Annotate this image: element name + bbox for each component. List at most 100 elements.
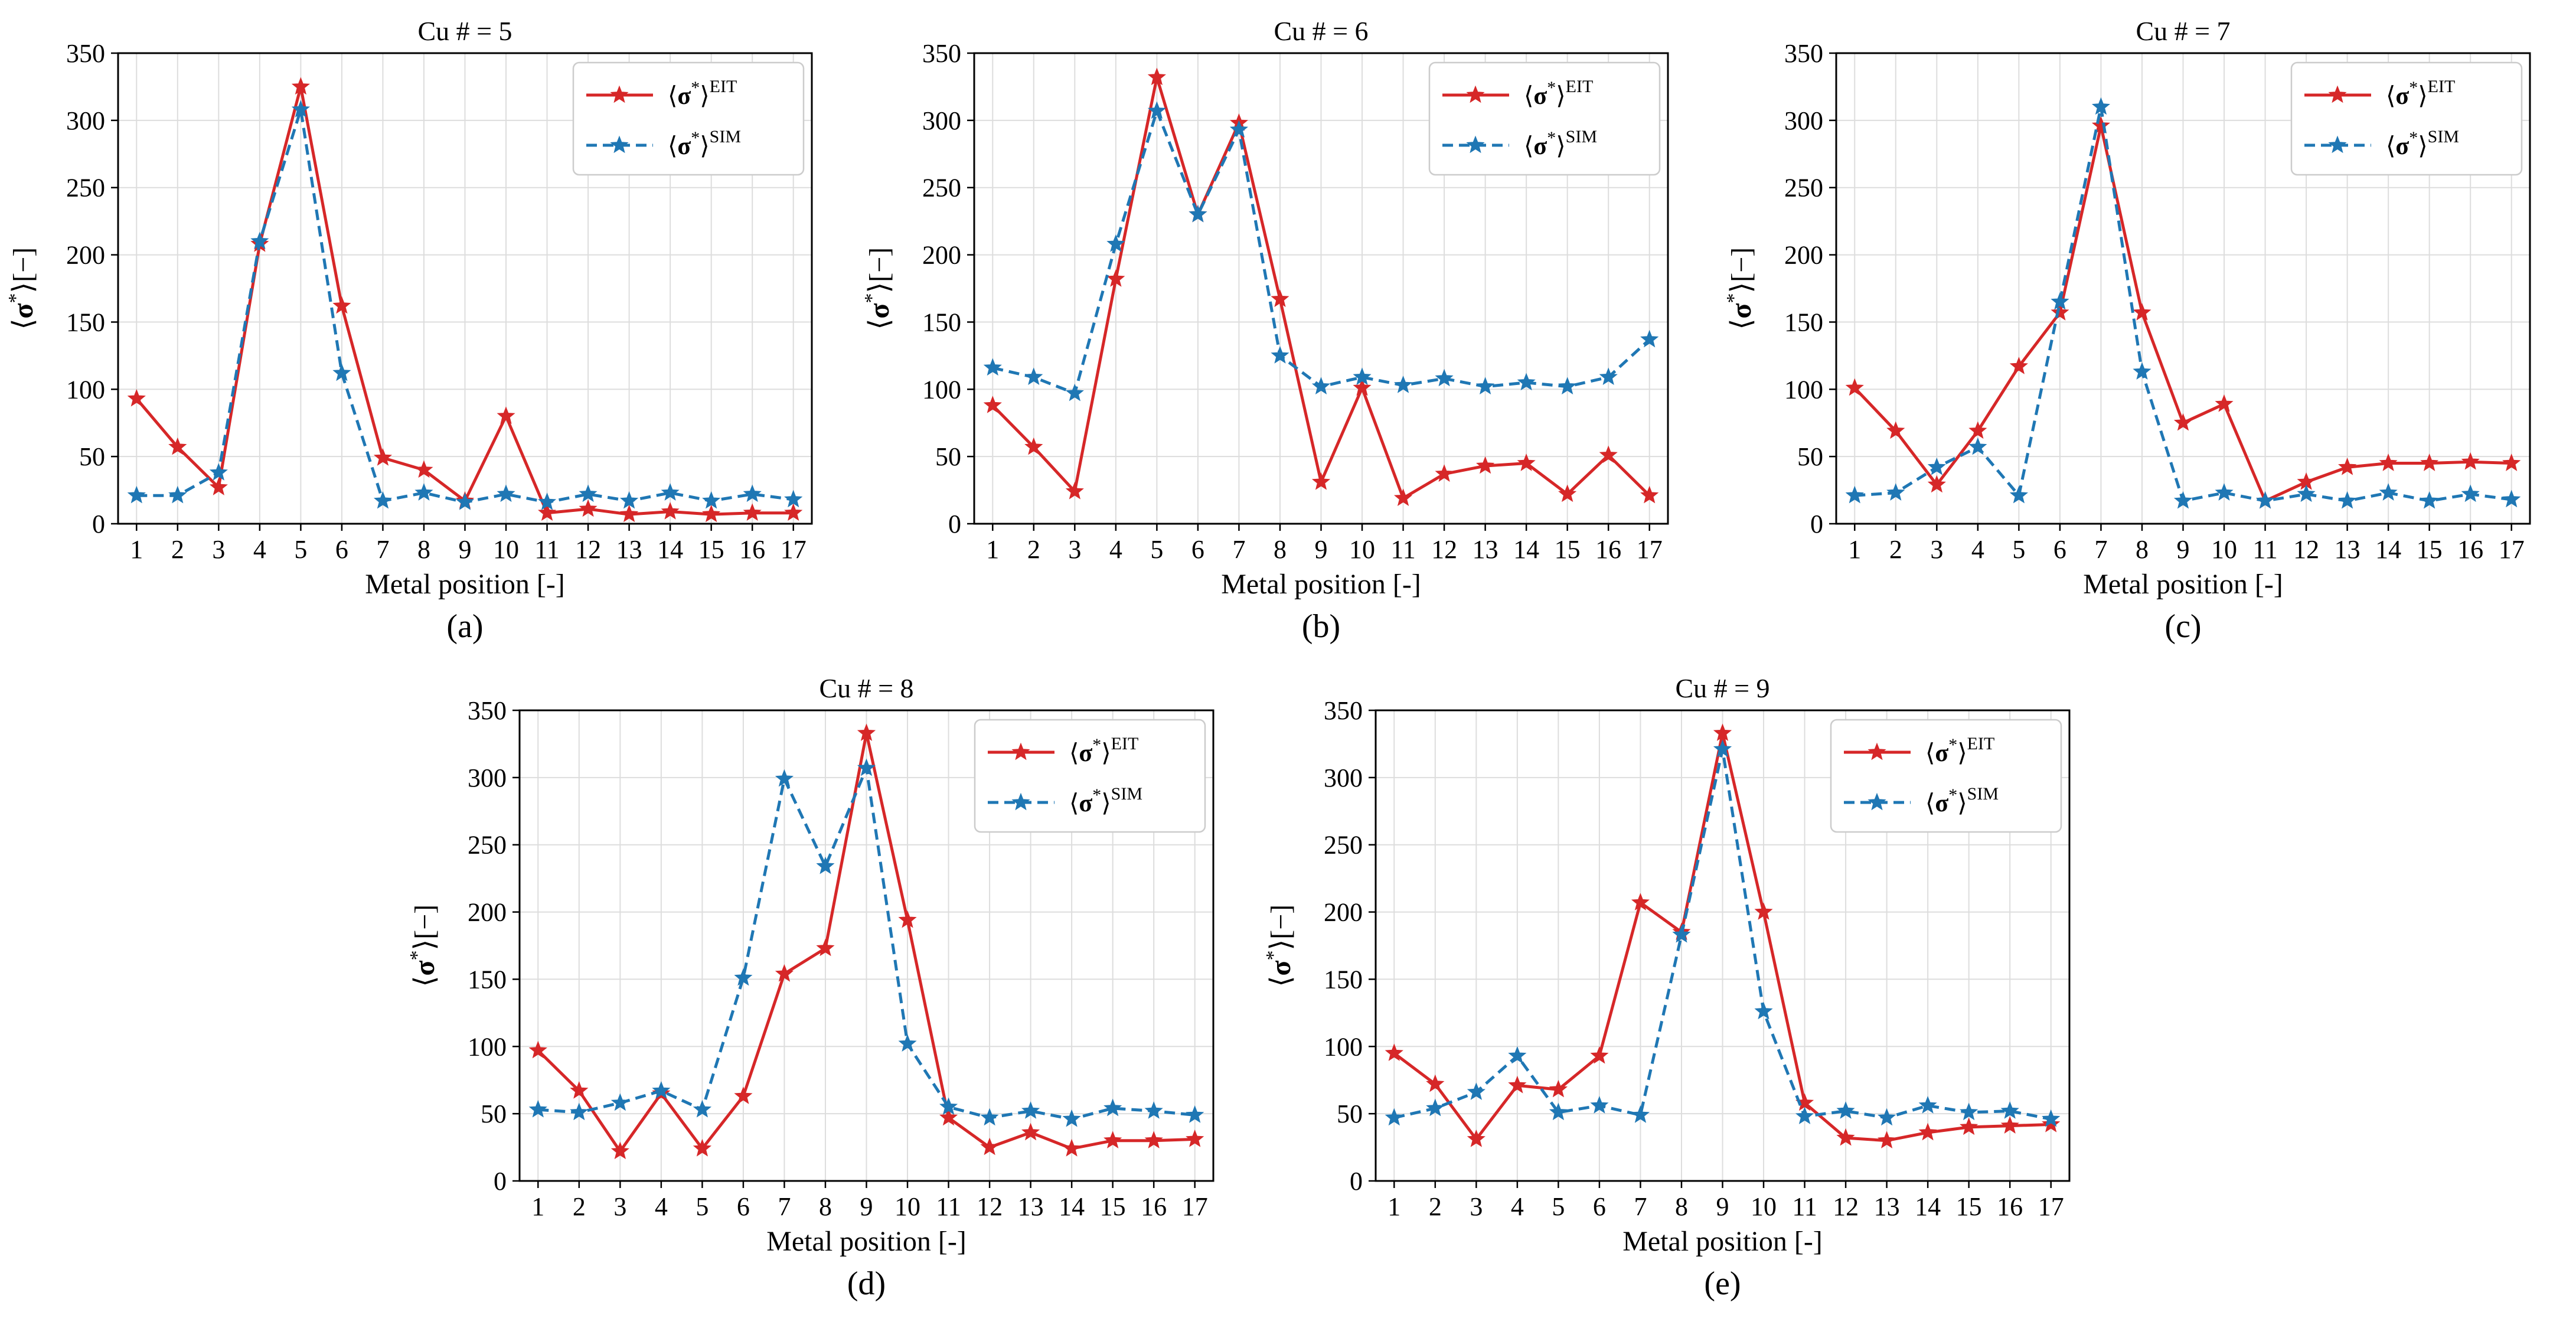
sim-data-point: [816, 856, 835, 874]
eit-data-point: [1021, 1122, 1040, 1141]
x-tick-label: 8: [1274, 535, 1287, 564]
y-tick-label: 0: [1810, 510, 1823, 539]
x-tick-label: 16: [2457, 535, 2483, 564]
eit-data-point: [127, 389, 146, 407]
legend-box: [1428, 61, 1661, 176]
x-tick-label: 7: [376, 535, 389, 564]
eit-data-point: [775, 964, 794, 982]
x-tick-label: 5: [294, 535, 307, 564]
x-tick-label: 15: [698, 535, 724, 564]
x-tick-label: 4: [1511, 1192, 1524, 1221]
eit-data-point: [2133, 303, 2151, 321]
panel-label: (e): [1704, 1265, 1741, 1302]
eit-data-point: [1558, 484, 1577, 502]
sim-data-point: [1960, 1102, 1978, 1121]
x-tick-label: 9: [1315, 535, 1328, 564]
eit-data-point: [1385, 1043, 1403, 1061]
y-tick-label: 300: [1784, 106, 1823, 135]
y-tick-label: 0: [494, 1167, 507, 1196]
x-tick-label: 12: [575, 535, 601, 564]
x-tick-label: 1: [1848, 535, 1861, 564]
eit-data-point: [1640, 485, 1659, 504]
sim-data-point: [1021, 1101, 1040, 1119]
eit-data-point: [1065, 481, 1084, 500]
eit-data-point: [1062, 1138, 1081, 1157]
eit-data-point: [1426, 1074, 1445, 1092]
eit-data-point: [2420, 453, 2439, 471]
eit-data-point: [2173, 413, 2193, 431]
y-tick-label: 300: [468, 763, 507, 792]
x-tick-label: 14: [1059, 1192, 1085, 1221]
legend-label-eit: ⟨σ*⟩EIT: [1925, 734, 1994, 767]
y-tick-label: 100: [1324, 1032, 1363, 1061]
x-tick-label: 15: [1956, 1192, 1982, 1221]
y-axis-label: ⟨σ*⟩[−]: [861, 247, 895, 330]
y-tick-label: 250: [1784, 174, 1823, 203]
sim-data-point: [373, 491, 392, 509]
panel-label: (b): [1302, 608, 1340, 645]
y-tick-label: 350: [1324, 696, 1363, 725]
x-tick-label: 13: [1874, 1192, 1900, 1221]
y-axis-label: ⟨σ*⟩[−]: [406, 905, 440, 987]
x-tick-label: 9: [860, 1192, 873, 1221]
eit-data-point: [702, 504, 721, 523]
sim-data-point: [2502, 489, 2521, 508]
sim-data-point: [661, 483, 680, 501]
x-tick-label: 10: [894, 1192, 920, 1221]
chart-title: Cu # = 6: [1274, 16, 1368, 46]
legend: ⟨σ*⟩EIT ⟨σ*⟩SIM: [1428, 61, 1661, 176]
x-tick-label: 8: [2136, 535, 2149, 564]
x-tick-label: 8: [1675, 1192, 1688, 1221]
x-tick-label: 14: [2375, 535, 2401, 564]
chart-title: Cu # = 7: [2136, 16, 2230, 46]
y-tick-label: 200: [1324, 898, 1363, 927]
sim-data-point: [1927, 458, 1946, 475]
eit-data-point: [1508, 1075, 1527, 1094]
sim-data-point: [2420, 491, 2439, 509]
x-tick-label: 16: [1141, 1192, 1167, 1221]
eit-data-point: [1754, 902, 1773, 920]
y-tick-label: 0: [948, 510, 961, 539]
x-tick-label: 3: [1470, 1192, 1483, 1221]
sim-data-point: [168, 485, 187, 504]
x-tick-label: 2: [573, 1192, 586, 1221]
x-tick-label: 7: [778, 1192, 791, 1221]
sim-data-point: [980, 1108, 999, 1126]
x-tick-label: 17: [781, 535, 807, 564]
x-axis-label: Metal position [-]: [2083, 569, 2283, 600]
legend-marker-sim: [610, 135, 629, 154]
panel-label: (c): [2164, 608, 2201, 645]
eit-data-point: [1393, 488, 1413, 507]
y-tick-label: 350: [1784, 39, 1823, 68]
x-tick-label: 16: [1595, 535, 1621, 564]
sim-data-point: [1918, 1096, 1937, 1114]
sim-data-point: [1144, 1101, 1163, 1119]
legend-label-sim: ⟨σ*⟩SIM: [1524, 127, 1597, 160]
y-tick-label: 50: [481, 1099, 507, 1128]
legend-label-eit: ⟨σ*⟩EIT: [668, 77, 737, 110]
x-tick-label: 16: [1997, 1192, 2023, 1221]
eit-data-point: [734, 1086, 753, 1104]
eit-data-point: [1475, 456, 1495, 474]
sim-data-point: [1713, 739, 1732, 758]
sim-data-point: [1271, 346, 1289, 364]
x-tick-label: 12: [1431, 535, 1457, 564]
y-tick-label: 0: [1350, 1167, 1363, 1196]
eit-data-point: [1467, 1130, 1485, 1147]
sim-data-point: [1189, 204, 1207, 223]
x-tick-label: 9: [1716, 1192, 1729, 1221]
sim-data-point: [1062, 1109, 1081, 1127]
sim-data-point: [1311, 377, 1331, 395]
y-tick-label: 250: [66, 174, 105, 203]
sim-data-point: [1435, 368, 1454, 387]
x-tick-label: 12: [977, 1192, 1003, 1221]
sim-data-point: [619, 491, 639, 509]
x-tick-label: 13: [1018, 1192, 1044, 1221]
sim-data-point: [2000, 1101, 2019, 1119]
sim-data-point: [528, 1099, 547, 1118]
x-tick-label: 17: [2499, 535, 2525, 564]
